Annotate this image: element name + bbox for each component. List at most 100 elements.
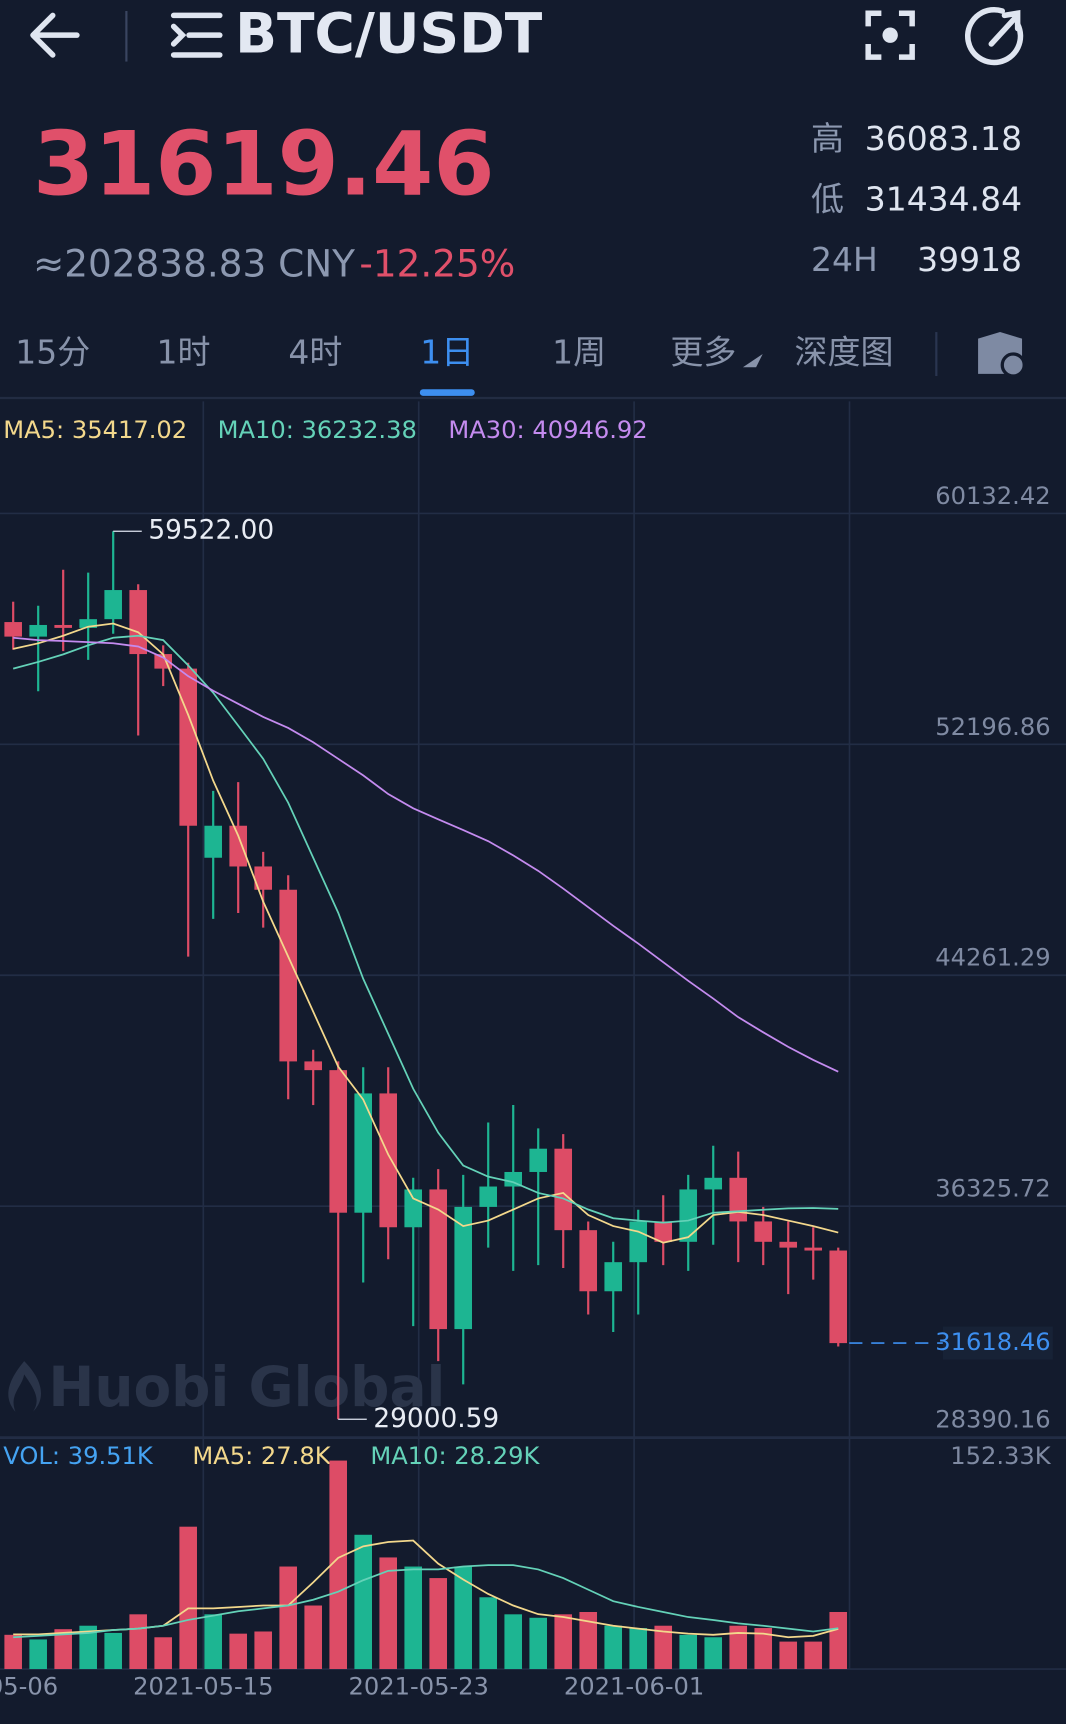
volume-bar xyxy=(804,1641,823,1670)
current-price-label: 31618.46 xyxy=(935,1328,1050,1356)
volume-bar xyxy=(479,1597,498,1670)
legend-entry: MA30: 40946.92 xyxy=(448,416,647,444)
volume-bar xyxy=(654,1625,673,1670)
candle-body xyxy=(454,1206,473,1330)
tab[interactable]: 1日 xyxy=(420,333,474,372)
volume-tick-label: 152.33K xyxy=(950,1442,1052,1470)
low-label: 29000.59 xyxy=(373,1404,499,1434)
candle-body xyxy=(754,1221,773,1242)
x-tick-label: 2021-05-06 xyxy=(0,1673,58,1701)
volume-bar xyxy=(504,1614,523,1670)
candle-body xyxy=(629,1221,648,1263)
candle-body xyxy=(554,1148,573,1231)
cny-price: ≈202838.83 CNY xyxy=(33,242,355,286)
candle-body xyxy=(654,1221,673,1242)
volume-bar xyxy=(679,1634,698,1670)
candle-body xyxy=(354,1093,373,1213)
volume-bar xyxy=(779,1641,798,1670)
legend-entry: MA10: 36232.38 xyxy=(218,416,417,444)
stat-value: 36083.18 xyxy=(865,119,1022,158)
menu-button[interactable] xyxy=(170,12,223,58)
volume-legend-entry: MA10: 28.29K xyxy=(370,1442,540,1470)
candle-body xyxy=(54,624,72,628)
volume-legend-entry: VOL: 39.51K xyxy=(3,1442,154,1470)
volume-bar xyxy=(329,1460,347,1670)
candle-body xyxy=(329,1070,347,1213)
volume-bar xyxy=(54,1629,72,1670)
ma-line xyxy=(13,636,839,1073)
pair-title: BTC/USDT xyxy=(235,1,543,65)
candle-body xyxy=(204,825,222,858)
tab[interactable]: 1时 xyxy=(157,333,211,372)
volume-bar xyxy=(154,1637,172,1670)
volume-bar xyxy=(29,1639,47,1670)
candle-body xyxy=(104,590,122,620)
candle-body xyxy=(279,889,297,1062)
volume-bar xyxy=(829,1611,848,1670)
volume-bar xyxy=(454,1566,473,1670)
volume-bar xyxy=(304,1605,322,1670)
tab-indicator xyxy=(419,389,475,396)
volume-bar xyxy=(404,1566,423,1670)
candle-body xyxy=(829,1250,848,1344)
x-tick-label: 2021-05-15 xyxy=(133,1673,273,1701)
watermark: Huobi Global xyxy=(48,1355,445,1419)
volume-bar xyxy=(204,1614,222,1670)
tab[interactable]: 15分 xyxy=(15,333,90,372)
volume-bar xyxy=(379,1557,398,1670)
volume-bar xyxy=(129,1614,147,1670)
volume-bar xyxy=(529,1617,548,1670)
candle-body xyxy=(504,1171,523,1187)
share-button[interactable] xyxy=(965,6,1024,66)
last-price: 31619.46 xyxy=(33,112,495,215)
volume-bar xyxy=(604,1625,623,1670)
y-tick-label: 60132.42 xyxy=(935,482,1050,510)
y-tick-label: 52196.86 xyxy=(935,713,1050,741)
stat-value: 31434.84 xyxy=(865,180,1022,219)
candle-body xyxy=(304,1061,322,1071)
ma-line xyxy=(12,634,839,1224)
volume-bar xyxy=(79,1625,97,1670)
screenshot-button[interactable] xyxy=(865,10,915,60)
x-tick-label: 2021-05-23 xyxy=(348,1673,488,1701)
candle-body xyxy=(129,590,147,655)
volume-bar xyxy=(579,1612,598,1670)
candle-body xyxy=(479,1186,498,1207)
y-tick-label: 44261.29 xyxy=(935,944,1050,972)
y-tick-label: 36325.72 xyxy=(935,1175,1050,1203)
volume-ma-line xyxy=(13,1564,839,1639)
volume-bar xyxy=(629,1628,648,1670)
tab[interactable]: 1周 xyxy=(552,333,606,372)
candle-body xyxy=(779,1241,798,1248)
vertical-grid xyxy=(202,401,851,1670)
candle-body xyxy=(704,1177,723,1190)
candle-body xyxy=(179,668,197,826)
candle-body xyxy=(429,1189,448,1330)
change-percent: -12.25% xyxy=(359,242,515,286)
tab[interactable]: 更多 xyxy=(670,333,736,372)
candle-body xyxy=(79,619,97,628)
volume-bar xyxy=(429,1578,448,1670)
tab[interactable]: 深度图 xyxy=(795,333,894,372)
ma-line xyxy=(12,622,839,1244)
tab[interactable]: 4时 xyxy=(288,333,342,372)
stat-label: 高 xyxy=(811,119,844,158)
volume-bar xyxy=(729,1625,748,1670)
volume-legend-entry: MA5: 27.8K xyxy=(192,1442,331,1470)
stat-label: 低 xyxy=(811,180,844,219)
legend-entry: MA5: 35417.02 xyxy=(3,416,187,444)
back-button[interactable] xyxy=(30,12,80,58)
candle-body xyxy=(679,1189,698,1242)
current-price-tag xyxy=(942,1326,1053,1360)
volume-bar xyxy=(179,1526,197,1670)
candle-body xyxy=(4,622,22,637)
candle-body xyxy=(604,1262,623,1292)
candle-body xyxy=(729,1177,748,1222)
chart-settings-button[interactable] xyxy=(978,332,1026,378)
volume-bar xyxy=(704,1637,723,1670)
volume-bar xyxy=(254,1631,272,1670)
candle-body xyxy=(379,1093,398,1228)
high-label: 59522.00 xyxy=(148,516,274,546)
candle-body xyxy=(529,1148,548,1172)
